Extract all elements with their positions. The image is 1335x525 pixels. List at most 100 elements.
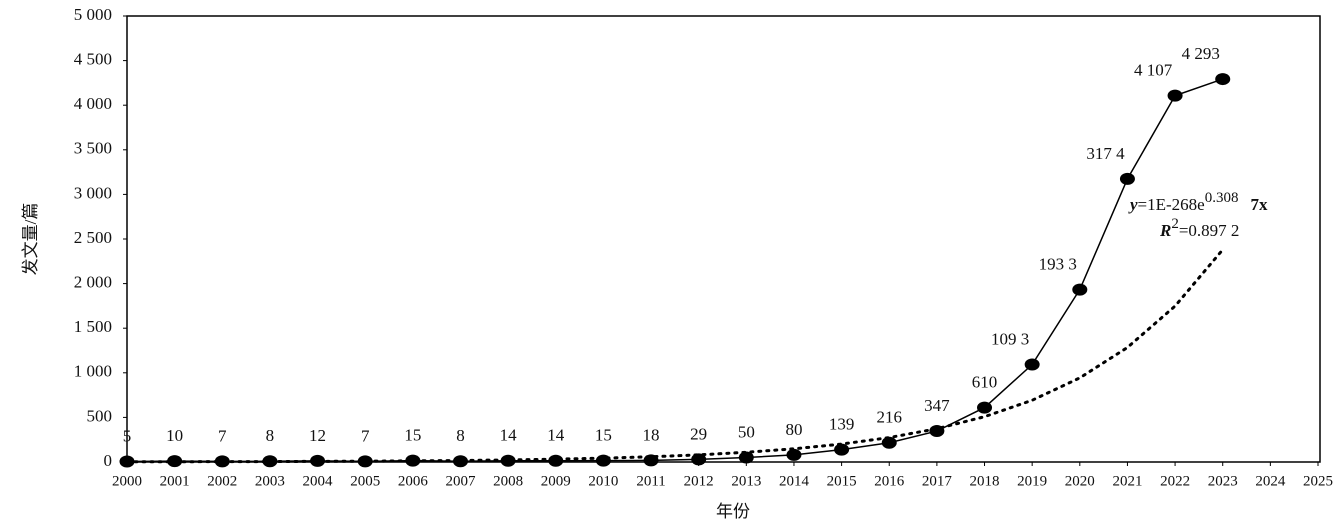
- y-tick-label: 0: [104, 451, 113, 470]
- data-label: 7: [218, 426, 227, 445]
- data-label: 610: [972, 372, 998, 391]
- x-tick-label: 2004: [303, 473, 334, 489]
- x-tick-label: 2006: [398, 473, 429, 489]
- data-point: [881, 436, 897, 449]
- data-label: 193 3: [1039, 254, 1077, 273]
- data-point: [595, 454, 611, 467]
- x-tick-label: 2015: [827, 473, 857, 489]
- x-tick-label: 2010: [588, 473, 618, 489]
- data-point: [357, 455, 373, 468]
- data-label: 14: [500, 426, 518, 445]
- x-tick-label: 2000: [112, 473, 142, 489]
- data-label: 347: [924, 396, 950, 415]
- y-tick-label: 2 000: [74, 273, 112, 292]
- trend-equation: y=1E-268e0.308 7x: [1128, 190, 1268, 213]
- data-point: [1215, 73, 1231, 86]
- data-label: 14: [547, 426, 565, 445]
- y-tick-label: 2 500: [74, 228, 112, 247]
- y-tick-label: 1 500: [74, 317, 112, 336]
- plot-frame: [126, 15, 1321, 463]
- data-point: [452, 455, 468, 468]
- x-tick-label: 2013: [731, 473, 761, 489]
- data-label: 10: [166, 426, 183, 445]
- eq-part: y: [1128, 195, 1138, 214]
- data-label: 80: [785, 420, 802, 439]
- x-tick-label: 2020: [1065, 473, 1095, 489]
- x-tick-label: 2022: [1160, 473, 1190, 489]
- x-tick-label: 2025: [1303, 473, 1333, 489]
- x-tick-label: 2014: [779, 473, 810, 489]
- data-point: [1167, 89, 1183, 102]
- y-tick-label: 4 000: [74, 94, 112, 113]
- x-tick-label: 2023: [1208, 473, 1238, 489]
- data-point: [834, 443, 850, 456]
- data-label: 29: [690, 424, 707, 443]
- data-label: 317 4: [1086, 144, 1125, 163]
- x-tick-label: 2005: [350, 473, 380, 489]
- x-tick-label: 2002: [207, 473, 237, 489]
- y-tick-label: 500: [87, 406, 113, 425]
- data-point: [1024, 358, 1040, 371]
- data-point: [738, 451, 754, 464]
- data-point: [1072, 283, 1088, 296]
- r2-exponent: 2: [1171, 216, 1179, 232]
- data-point: [1119, 172, 1135, 185]
- data-point: [691, 453, 707, 466]
- eq-part: =1E-268e: [1138, 195, 1205, 214]
- x-tick-label: 2009: [541, 473, 571, 489]
- series-line: [126, 78, 1223, 463]
- x-tick-label: 2007: [445, 473, 476, 489]
- data-label: 8: [266, 426, 275, 445]
- data-label: 18: [643, 425, 660, 444]
- x-tick-label: 2003: [255, 473, 285, 489]
- data-label: 50: [738, 422, 755, 441]
- data-point: [786, 448, 802, 461]
- data-point: [310, 454, 326, 467]
- y-tick-label: 3 500: [74, 139, 112, 158]
- y-tick-label: 4 500: [74, 50, 112, 69]
- trend-line: [125, 248, 1225, 464]
- data-label: 8: [456, 426, 465, 445]
- data-point: [405, 454, 421, 467]
- data-point: [262, 455, 278, 468]
- x-tick-label: 2008: [493, 473, 523, 489]
- x-tick-label: 2016: [874, 473, 905, 489]
- data-label: 15: [404, 426, 421, 445]
- data-label: 139: [829, 415, 855, 434]
- y-tick-label: 3 000: [74, 183, 112, 202]
- data-label: 4 107: [1134, 61, 1173, 80]
- x-axis-title: 年份: [716, 502, 750, 521]
- data-point: [929, 425, 945, 438]
- data-point: [119, 455, 135, 468]
- data-point: [500, 454, 516, 467]
- data-label: 5: [123, 426, 132, 445]
- data-label: 12: [309, 426, 326, 445]
- data-point: [214, 455, 230, 468]
- x-tick-label: 2001: [160, 473, 190, 489]
- data-point: [643, 454, 659, 467]
- data-point: [548, 454, 564, 467]
- y-tick-label: 1 000: [74, 362, 112, 381]
- x-tick-label: 2024: [1255, 473, 1286, 489]
- eq-exponent: 0.308: [1205, 190, 1239, 206]
- data-point: [167, 455, 183, 468]
- y-axis-title: 发文量/篇: [21, 203, 40, 276]
- r2-part: R: [1159, 221, 1171, 240]
- x-tick-label: 2011: [636, 473, 665, 489]
- x-tick-label: 2019: [1017, 473, 1047, 489]
- x-tick-label: 2012: [684, 473, 714, 489]
- y-tick-label: 5 000: [74, 5, 112, 24]
- data-label: 7: [361, 426, 370, 445]
- x-tick-label: 2017: [922, 473, 953, 489]
- data-point: [977, 401, 993, 414]
- r-squared: R2=0.897 2: [1159, 216, 1239, 239]
- data-label: 15: [595, 426, 612, 445]
- x-tick-label: 2018: [970, 473, 1000, 489]
- eq-part: 7x: [1250, 195, 1268, 214]
- data-label: 109 3: [991, 329, 1029, 348]
- data-label: 216: [876, 408, 902, 427]
- data-label: 4 293: [1182, 44, 1220, 63]
- r2-part: =0.897 2: [1179, 221, 1240, 240]
- x-tick-label: 2021: [1112, 473, 1142, 489]
